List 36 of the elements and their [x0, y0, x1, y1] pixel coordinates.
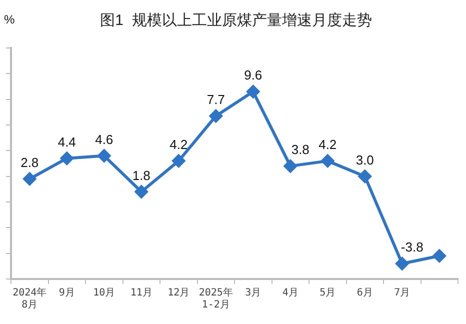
- point: [134, 185, 148, 198]
- data-label: 4.2: [318, 137, 337, 152]
- data-label: 7.7: [206, 92, 225, 108]
- chart-title: 图1 规模以上工业原煤产量增速月度走势: [100, 12, 372, 30]
- x-tick-label: 3月: [245, 288, 262, 299]
- point: [284, 160, 297, 173]
- data-label: 4.6: [95, 132, 114, 147]
- data-label: 3.8: [291, 142, 310, 158]
- data-label: 4.2: [170, 137, 188, 152]
- x-tick-label: 5月: [320, 288, 336, 299]
- point: [432, 249, 446, 262]
- point: [209, 110, 222, 123]
- point: [23, 172, 36, 186]
- point: [321, 154, 334, 168]
- x-tick-label: 4月: [282, 288, 298, 299]
- x-tick-label: 2024年 8月: [12, 286, 47, 311]
- x-tick-label: 6月: [356, 288, 373, 299]
- data-label: 1.8: [132, 168, 150, 183]
- x-tick-label: 9月: [58, 288, 75, 299]
- x-tick-label: 7月: [394, 288, 410, 299]
- data-label: 2.8: [20, 154, 39, 170]
- data-label: 9.6: [244, 68, 262, 83]
- point: [358, 170, 372, 183]
- point: [172, 154, 186, 168]
- x-tick-label: 10月: [93, 288, 116, 299]
- data-label: 4.4: [58, 134, 76, 150]
- data-label: -3.8: [400, 240, 424, 255]
- point: [98, 149, 111, 162]
- y-axis-title: %: [4, 12, 15, 26]
- x-tick-label: 11月: [130, 288, 152, 299]
- data-label: 3.0: [356, 152, 374, 168]
- x-tick-label: 2025年 1-2月: [198, 286, 233, 311]
- x-tick-label: 12月: [168, 288, 190, 299]
- point: [396, 257, 409, 270]
- point: [60, 152, 74, 165]
- point: [246, 85, 260, 98]
